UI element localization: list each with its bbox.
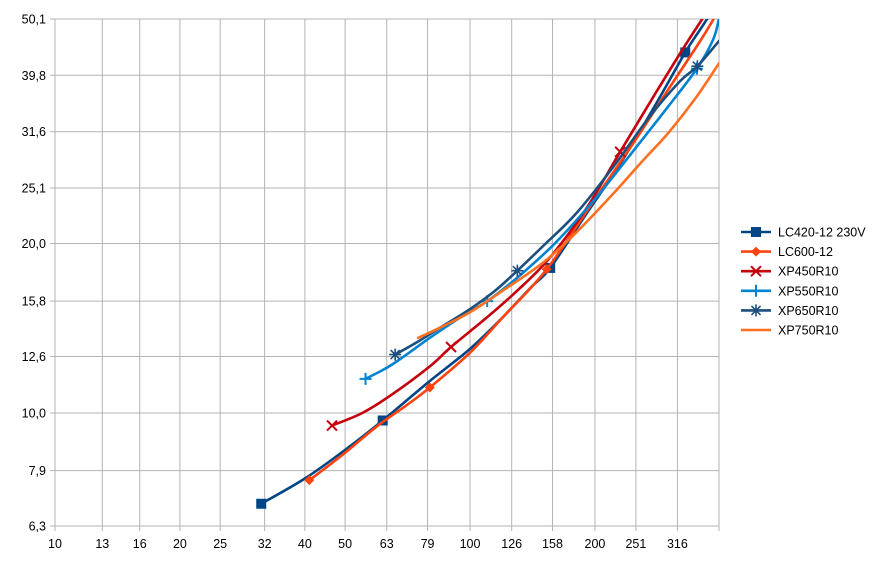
- data-point-diamond: [541, 264, 552, 275]
- series-line: [308, 19, 716, 482]
- y-tick-label: 12,6: [22, 350, 46, 364]
- y-tick-label: 10,0: [22, 407, 46, 421]
- x-tick-label: 25: [213, 537, 227, 551]
- y-tick-label: 50,1: [22, 13, 46, 27]
- x-tick-label: 50: [338, 537, 352, 551]
- legend-label: XP650R10: [778, 304, 839, 318]
- legend-item: XP550R10: [741, 284, 839, 298]
- data-point-x: [750, 265, 762, 277]
- data-point-star: [511, 264, 524, 277]
- legend: LC420-12 230V LC600-12 XP450R10 XP550R10 XP6…: [741, 226, 866, 338]
- legend-item: LC600-12: [741, 245, 833, 259]
- data-point-x: [614, 146, 626, 158]
- x-tick-label: 63: [380, 537, 394, 551]
- legend-item: XP450R10: [741, 265, 839, 279]
- grid-layer: [50, 18, 720, 531]
- y-tick-label: 15,8: [22, 295, 46, 309]
- data-point-square: [751, 227, 761, 237]
- data-point-x: [445, 341, 457, 353]
- series-lc600-12: [304, 19, 716, 486]
- data-point-x: [326, 419, 338, 432]
- x-tick-label: 20: [173, 537, 187, 551]
- x-tick-label: 40: [298, 537, 312, 551]
- data-point-star: [691, 60, 704, 73]
- data-point-plus: [750, 284, 762, 297]
- x-tick-label: 10: [48, 537, 62, 551]
- data-point-star: [389, 348, 402, 361]
- x-tick-label: 79: [421, 537, 435, 551]
- y-tick-label: 7,9: [29, 464, 46, 478]
- series-line: [416, 61, 719, 340]
- legend-label: XP450R10: [778, 265, 839, 279]
- x-tick-label: 32: [258, 537, 272, 551]
- x-tick-label: 158: [542, 537, 563, 551]
- data-point-plus: [359, 372, 372, 385]
- data-point-diamond: [424, 382, 435, 393]
- y-tick-label: 39,8: [22, 69, 46, 83]
- series-xp450r10: [326, 19, 704, 432]
- legend-label: LC600-12: [778, 245, 833, 259]
- data-point-diamond: [304, 475, 315, 486]
- x-tick-label: 316: [667, 537, 688, 551]
- x-tick-label: 100: [460, 537, 481, 551]
- y-tick-label: 25,1: [22, 181, 46, 195]
- x-tick-label: 251: [625, 537, 646, 551]
- legend-item: XP650R10: [741, 304, 839, 318]
- x-tick-label: 200: [585, 537, 606, 551]
- y-tick-label: 31,6: [22, 125, 46, 139]
- data-point-square: [256, 498, 267, 509]
- data-point-square: [680, 47, 691, 58]
- x-tick-label: 126: [501, 537, 522, 551]
- legend-label: XP750R10: [778, 324, 839, 338]
- series-xp750r10: [416, 61, 719, 340]
- y-tick-label: 6,3: [29, 520, 46, 534]
- data-point-diamond: [751, 246, 761, 257]
- legend-item: LC420-12 230V: [741, 226, 866, 240]
- legend-label: LC420-12 230V: [778, 226, 866, 240]
- series-layer: [256, 19, 719, 509]
- y-tick-label: 20,0: [22, 237, 46, 251]
- x-tick-label: 16: [133, 537, 147, 551]
- legend-item: XP750R10: [741, 324, 839, 338]
- data-point-star: [750, 304, 762, 317]
- x-tick-label: 13: [95, 537, 109, 551]
- series-line: [330, 19, 704, 427]
- legend-label: XP550R10: [778, 284, 839, 298]
- axis-layer: 10 13 16 20 25 32 40 50 63 79 100 126 158 200 251 316 6,…: [22, 13, 688, 552]
